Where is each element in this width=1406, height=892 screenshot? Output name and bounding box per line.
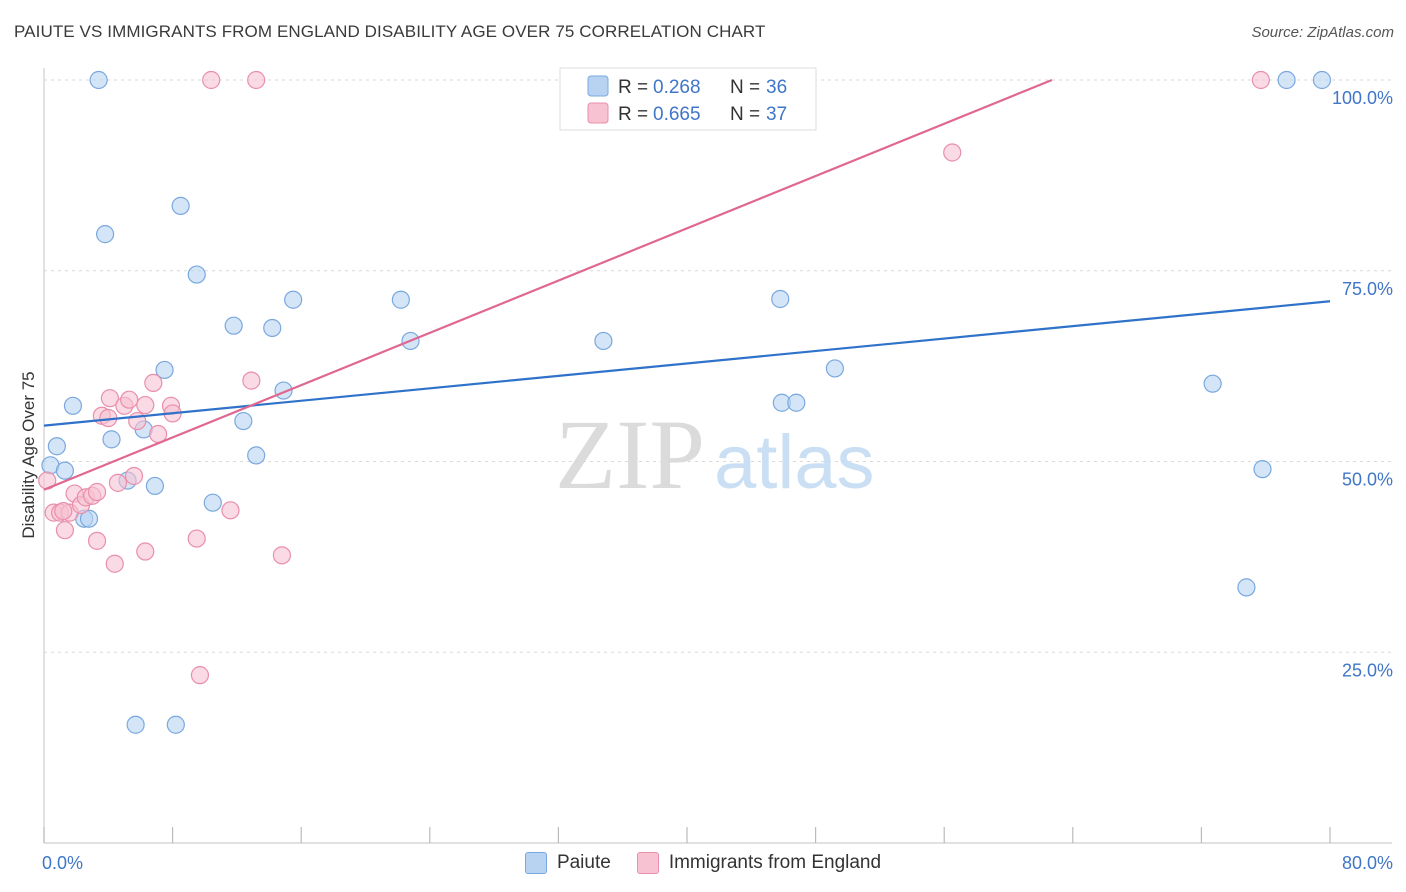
england-point-10 xyxy=(87,531,107,550)
england-point-14 xyxy=(105,554,124,573)
paiute-point-12 xyxy=(155,360,174,380)
england-point-30 xyxy=(242,371,261,390)
watermark: ZIP atlas xyxy=(555,399,875,510)
series-legend: Paiute Immigrants from England xyxy=(0,852,1406,874)
legend-item-england[interactable]: Immigrants from England xyxy=(636,852,882,874)
paiute-point-6 xyxy=(89,70,108,90)
legend-n-value-1: 36 xyxy=(766,77,787,98)
paiute-point-32 xyxy=(1277,70,1296,90)
england-point-36 xyxy=(54,501,73,521)
paiute-point-5 xyxy=(79,509,99,528)
paiute-point-28 xyxy=(825,359,844,378)
england-point-3 xyxy=(55,521,74,540)
paiute-swatch xyxy=(524,852,547,874)
chart-title: PAIUTE VS IMMIGRANTS FROM ENGLAND DISABI… xyxy=(14,22,766,41)
paiute-point-24 xyxy=(594,331,613,351)
paiute-point-22 xyxy=(391,290,410,309)
legend-label-paiute: Paiute xyxy=(556,852,611,873)
england-point-13 xyxy=(100,389,120,408)
legend-r-value-2: 0.665 xyxy=(653,104,701,125)
y-axis-label: Disability Age Over 75 xyxy=(19,371,38,538)
paiute-point-15 xyxy=(203,493,222,512)
england-point-20 xyxy=(136,395,155,415)
paiute-point-35 xyxy=(166,715,185,734)
y-tick-label-50: 50.0% xyxy=(1342,470,1393,490)
legend-item-paiute[interactable]: Paiute xyxy=(524,852,611,874)
paiute-point-33 xyxy=(1312,70,1332,90)
england-swatch xyxy=(636,852,659,874)
paiute-point-21 xyxy=(284,290,303,309)
england-point-21 xyxy=(136,542,155,561)
england-point-35 xyxy=(1251,70,1270,90)
paiute-point-34 xyxy=(126,715,145,734)
paiute-point-31 xyxy=(1253,460,1272,479)
legend-n-value-2: 37 xyxy=(766,104,787,125)
data-points xyxy=(38,70,1332,734)
england-point-31 xyxy=(247,70,266,90)
paiute-point-19 xyxy=(263,318,282,338)
england-point-18 xyxy=(124,466,144,486)
england-point-22 xyxy=(144,373,163,393)
watermark-zip: ZIP xyxy=(555,399,705,510)
paiute-point-11 xyxy=(145,476,165,496)
paiute-point-1 xyxy=(47,437,66,456)
england-point-9 xyxy=(87,482,107,502)
correlation-legend: R = 0.268 N = 36 R = 0.665 N = 37 xyxy=(559,67,817,131)
paiute-point-13 xyxy=(171,196,190,215)
legend-swatch-england xyxy=(587,102,609,124)
trend-lines xyxy=(43,78,1331,491)
england-point-26 xyxy=(187,529,206,548)
paiute-point-25 xyxy=(771,289,790,309)
england-point-28 xyxy=(202,70,221,90)
legend-n-label-1: N = xyxy=(730,77,760,98)
paiute-point-14 xyxy=(187,265,206,284)
legend-r-value-1: 0.268 xyxy=(653,77,701,98)
paiute-point-7 xyxy=(95,225,115,244)
watermark-atlas: atlas xyxy=(714,420,875,505)
y-tick-label-25: 25.0% xyxy=(1342,660,1393,680)
x-tick-label-max: 80.0% xyxy=(1342,853,1393,873)
paiute-point-8 xyxy=(102,430,121,449)
legend-label-england: Immigrants from England xyxy=(668,852,882,873)
paiute-point-17 xyxy=(234,411,253,431)
paiute-trend-line xyxy=(43,300,1331,427)
axes xyxy=(43,68,1392,844)
paiute-point-16 xyxy=(224,316,243,335)
paiute-point-2 xyxy=(55,461,74,480)
england-trend-line xyxy=(43,78,1053,491)
legend-swatch-paiute xyxy=(587,75,609,97)
england-point-34 xyxy=(943,143,962,162)
england-point-29 xyxy=(221,501,240,520)
y-tick-label-100: 100.0% xyxy=(1332,88,1393,108)
paiute-point-30 xyxy=(1237,578,1256,597)
paiute-point-29 xyxy=(1203,374,1222,393)
england-point-27 xyxy=(190,666,210,685)
paiute-point-27 xyxy=(787,393,806,412)
source-label: Source: ZipAtlas.com xyxy=(1251,24,1394,41)
paiute-point-18 xyxy=(247,446,266,465)
legend-n-label-2: N = xyxy=(730,104,760,125)
england-point-15 xyxy=(108,473,128,492)
x-tick-label-min: 0.0% xyxy=(42,853,83,873)
y-tick-label-75: 75.0% xyxy=(1342,279,1393,299)
england-point-32 xyxy=(272,546,292,565)
legend-r-label-2: R = xyxy=(618,104,648,125)
england-point-17 xyxy=(120,390,139,409)
paiute-point-3 xyxy=(63,396,83,415)
tick-labels: 25.0% 50.0% 75.0% 100.0% 0.0% 80.0% xyxy=(42,88,1393,873)
gridlines xyxy=(44,79,1392,653)
legend-r-label-1: R = xyxy=(618,77,648,98)
